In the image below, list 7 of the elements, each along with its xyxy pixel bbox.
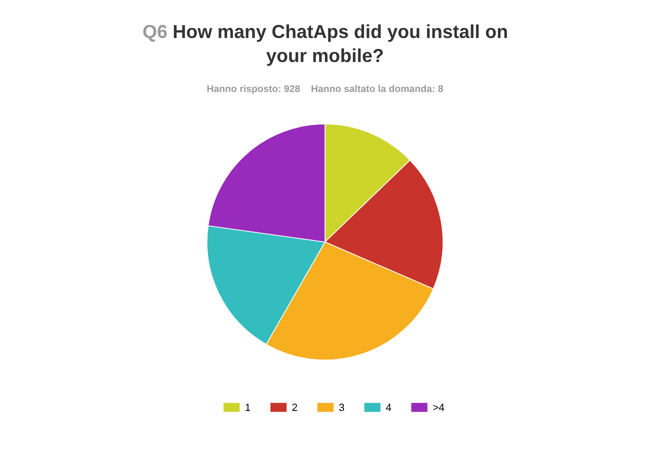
legend-label: 4: [386, 404, 392, 411]
legend-label: 1: [246, 404, 250, 411]
chart-subtitle: Hanno risposto: 928 Hanno saltato la domanda: 8: [207, 84, 444, 94]
legend-label: >4: [433, 404, 444, 411]
legend-label: 2: [292, 404, 298, 411]
legend-label: 3: [339, 404, 344, 412]
chart-title: Q6 How many ChatAps did you install on your mobile?: [143, 24, 507, 66]
